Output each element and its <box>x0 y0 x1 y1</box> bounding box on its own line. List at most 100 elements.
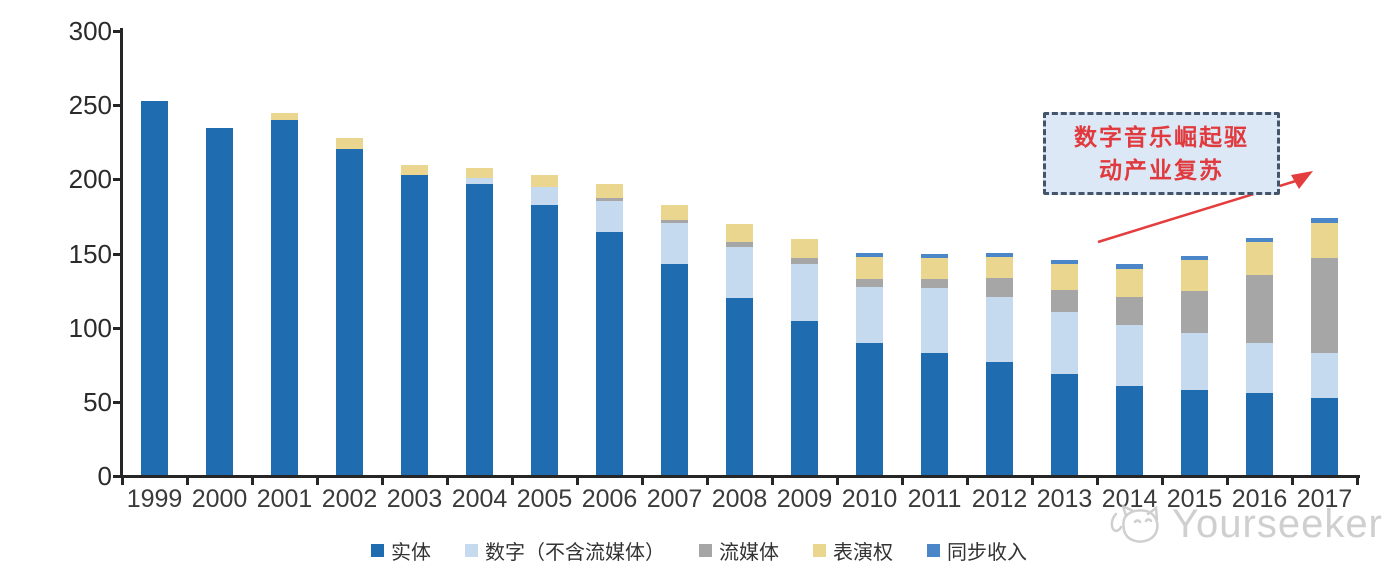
bar-segment-digital-excl-streaming-2007 <box>661 222 688 265</box>
bar-segment-physical-2015 <box>1181 390 1208 475</box>
bar-segment-physical-2013 <box>1051 374 1078 475</box>
bar-segment-streaming-2017 <box>1311 258 1338 354</box>
bar-2002 <box>336 138 363 475</box>
bar-segment-streaming-2010 <box>856 279 883 287</box>
legend-item-streaming: 流媒体 <box>699 536 779 565</box>
bar-segment-digital-excl-streaming-2016 <box>1246 343 1273 394</box>
bar-segment-performance-rights-2010 <box>856 256 883 280</box>
bar-segment-digital-excl-streaming-2005 <box>531 187 558 206</box>
bar-segment-physical-2003 <box>401 175 428 475</box>
bar-segment-performance-rights-2001 <box>271 113 298 121</box>
x-tick-label-2006: 2006 <box>581 485 638 513</box>
bar-segment-digital-excl-streaming-2004 <box>466 178 493 185</box>
annotation-text-line2: 动产业复苏 <box>1099 156 1224 183</box>
bar-segment-streaming-2016 <box>1246 274 1273 343</box>
bar-segment-performance-rights-2013 <box>1051 264 1078 290</box>
y-tick-label-50: 50 <box>83 386 112 417</box>
bar-segment-performance-rights-2016 <box>1246 242 1273 275</box>
x-tick-mark <box>446 478 449 485</box>
y-tick-label-200: 200 <box>68 164 112 195</box>
x-tick-mark <box>1096 478 1099 485</box>
bar-segment-performance-rights-2005 <box>531 175 558 188</box>
bar-segment-streaming-2013 <box>1051 289 1078 312</box>
bar-segment-physical-2010 <box>856 342 883 475</box>
yourseeker-logo-icon <box>1110 503 1159 543</box>
bar-2008 <box>726 224 753 475</box>
bar-2003 <box>401 165 428 475</box>
x-tick-mark <box>186 478 189 485</box>
legend-label-sync-revenue: 同步收入 <box>947 542 1027 564</box>
legend-label-digital-excl-streaming: 数字（不含流媒体） <box>485 542 665 564</box>
legend-label-performance-rights: 表演权 <box>833 542 893 564</box>
bar-segment-streaming-2012 <box>986 277 1013 298</box>
annotation-text-line1: 数字音乐崛起驱 <box>1074 123 1249 150</box>
y-tick-label-100: 100 <box>68 312 112 343</box>
bar-segment-digital-excl-streaming-2009 <box>791 264 818 321</box>
legend-swatch-sync-revenue <box>927 544 940 557</box>
x-axis-line <box>120 475 1360 478</box>
bar-segment-performance-rights-2011 <box>921 258 948 280</box>
y-tick-label-0: 0 <box>97 461 112 491</box>
x-tick-mark <box>121 478 124 485</box>
x-tick-label-2007: 2007 <box>646 485 703 513</box>
bar-segment-physical-2006 <box>596 231 623 475</box>
x-tick-label-1999: 1999 <box>126 485 183 513</box>
bar-1999 <box>141 101 168 475</box>
annotation-callout: 数字音乐崛起驱 动产业复苏 <box>1043 112 1280 195</box>
bar-segment-performance-rights-2008 <box>726 224 753 243</box>
bar-segment-physical-2004 <box>466 184 493 475</box>
bar-segment-sync-revenue-2013 <box>1051 259 1078 265</box>
x-tick-mark <box>641 478 644 485</box>
x-tick-label-2017: 2017 <box>1296 485 1353 513</box>
x-tick-mark <box>1161 478 1164 485</box>
bar-segment-digital-excl-streaming-2006 <box>596 200 623 232</box>
y-tick-mark-100 <box>113 326 121 330</box>
x-tick-label-2009: 2009 <box>776 485 833 513</box>
bar-segment-physical-2012 <box>986 362 1013 475</box>
y-tick-mark-250 <box>113 104 121 108</box>
bar-segment-performance-rights-2009 <box>791 239 818 259</box>
bar-segment-digital-excl-streaming-2017 <box>1311 353 1338 398</box>
bar-segment-sync-revenue-2012 <box>986 252 1013 257</box>
x-tick-label-2011: 2011 <box>907 485 962 513</box>
y-tick-label-300: 300 <box>68 16 112 46</box>
legend-item-physical: 实体 <box>371 536 431 565</box>
bar-segment-performance-rights-2012 <box>986 256 1013 278</box>
watermark-text: Yourseeker <box>1172 502 1383 546</box>
bar-segment-performance-rights-2017 <box>1311 222 1338 259</box>
x-tick-label-2002: 2002 <box>321 485 378 513</box>
y-tick-label-150: 150 <box>68 238 112 269</box>
y-tick-mark-200 <box>113 178 121 182</box>
bar-segment-sync-revenue-2017 <box>1311 218 1338 223</box>
legend-item-performance-rights: 表演权 <box>813 536 893 565</box>
bar-segment-performance-rights-2004 <box>466 167 493 179</box>
bar-2004 <box>466 167 493 475</box>
watermark: Yourseeker <box>1108 500 1383 548</box>
bar-segment-sync-revenue-2014 <box>1116 264 1143 269</box>
bar-segment-performance-rights-2007 <box>661 205 688 220</box>
legend: 实体 数字（不含流媒体） 流媒体 表演权 同步收入 <box>0 536 1398 565</box>
bar-segment-physical-2000 <box>206 127 233 475</box>
y-tick-mark-0 <box>113 475 121 478</box>
bar-2011 <box>921 254 948 475</box>
bar-2016 <box>1246 237 1273 475</box>
x-tick-mark <box>511 478 514 485</box>
y-axis-line <box>120 28 123 478</box>
bar-2015 <box>1181 255 1208 475</box>
bar-segment-streaming-2014 <box>1116 297 1143 326</box>
bar-segment-streaming-2007 <box>661 219 688 223</box>
bar-segment-physical-1999 <box>141 101 168 475</box>
x-tick-mark <box>1031 478 1034 485</box>
legend-swatch-performance-rights <box>813 544 826 557</box>
y-tick-mark-300 <box>113 30 121 33</box>
x-tick-label-2012: 2012 <box>971 485 1028 513</box>
bar-2000 <box>206 127 233 475</box>
bar-segment-sync-revenue-2011 <box>921 254 948 259</box>
x-tick-mark <box>836 478 839 485</box>
x-tick-label-2003: 2003 <box>386 485 443 513</box>
bar-2012 <box>986 252 1013 475</box>
x-tick-label-2001: 2001 <box>256 485 313 513</box>
x-tick-mark <box>576 478 579 485</box>
bar-segment-streaming-2006 <box>596 197 623 201</box>
legend-swatch-physical <box>371 544 384 557</box>
